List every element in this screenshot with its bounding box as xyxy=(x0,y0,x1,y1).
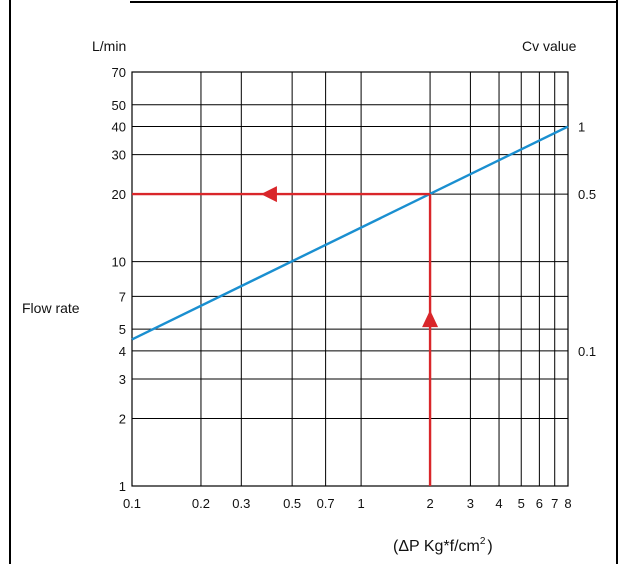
y-tick-label-2: 2 xyxy=(119,411,126,426)
cv-tick-label-1: 1 xyxy=(578,120,585,135)
tick-labels: 0.1 0.2 0.3 0.5 0.7 1 2 3 4 5 6 7 812345710203040507… xyxy=(112,65,597,511)
y-axis-label: Flow rate xyxy=(22,300,80,316)
x-tick-label-0.5: 0.5 xyxy=(283,496,301,511)
annotations xyxy=(132,186,439,486)
y-tick-label-50: 50 xyxy=(112,98,126,113)
right-axis-label: Cv value xyxy=(522,38,577,54)
y-tick-label-1: 1 xyxy=(119,479,126,494)
y-tick-label-20: 20 xyxy=(112,187,126,202)
y-tick-label-40: 40 xyxy=(112,120,126,135)
x-tick-label-4: 4 xyxy=(495,496,502,511)
x-tick-label-5: 5 xyxy=(518,496,525,511)
x-tick-label-7: 7 xyxy=(551,496,558,511)
y-tick-label-10: 10 xyxy=(112,255,126,270)
arrow-up-icon xyxy=(422,310,439,328)
grid xyxy=(131,71,569,487)
series-line-0 xyxy=(131,125,569,341)
x-tick-label-0.2: 0.2 xyxy=(192,496,210,511)
x-tick-label-0.7: 0.7 xyxy=(317,496,335,511)
x-axis-label-superscript: 2 xyxy=(480,536,486,547)
arrow-left-icon xyxy=(260,186,277,203)
x-axis-label-main: (ΔP Kg*f/cm xyxy=(393,538,480,555)
x-tick-label-8: 8 xyxy=(564,496,571,511)
x-tick-label-6: 6 xyxy=(536,496,543,511)
cv-tick-label-0.1: 0.1 xyxy=(578,344,596,359)
plot-border xyxy=(131,71,569,487)
x-tick-label-2: 2 xyxy=(426,496,433,511)
x-axis-label-close: ) xyxy=(487,538,492,555)
x-axis-label: (ΔP Kg*f/cm2) xyxy=(393,536,493,555)
series xyxy=(131,125,569,341)
y-tick-label-70: 70 xyxy=(112,65,126,80)
cv-tick-label-0.5: 0.5 xyxy=(578,187,596,202)
x-tick-label-3: 3 xyxy=(467,496,474,511)
y-tick-label-4: 4 xyxy=(119,344,126,359)
y-tick-label-30: 30 xyxy=(112,148,126,163)
x-tick-label-1: 1 xyxy=(357,496,364,511)
x-tick-label-0.3: 0.3 xyxy=(232,496,250,511)
y-tick-label-7: 7 xyxy=(119,289,126,304)
y-axis-unit-label: L/min xyxy=(92,38,126,54)
x-tick-label-0.1: 0.1 xyxy=(123,496,141,511)
y-tick-label-3: 3 xyxy=(119,372,126,387)
y-tick-label-5: 5 xyxy=(119,322,126,337)
